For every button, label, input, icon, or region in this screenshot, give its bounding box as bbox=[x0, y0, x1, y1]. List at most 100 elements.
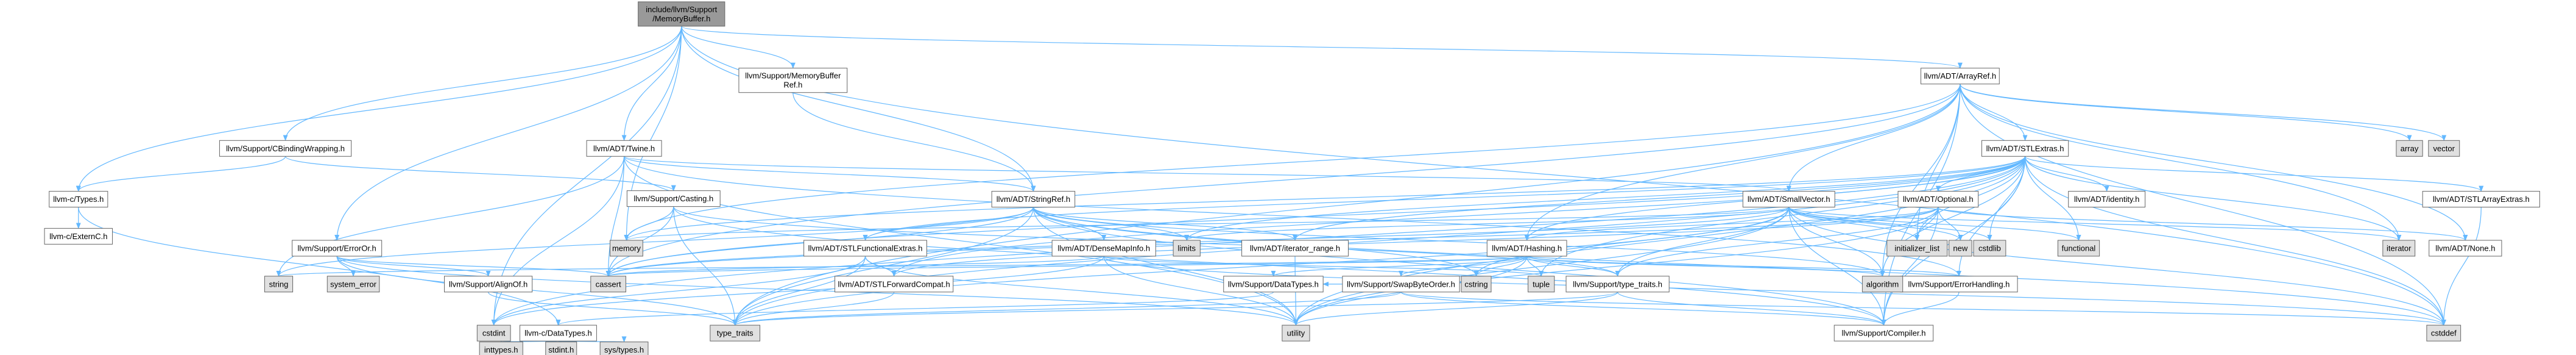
node-box bbox=[1886, 240, 1948, 257]
edge-stlextras-to-cstddef bbox=[2024, 156, 2446, 326]
node-smallvector[interactable]: llvm/ADT/SmallVector.h bbox=[1742, 191, 1835, 208]
node-stlfwd[interactable]: llvm/ADT/STLForwardCompat.h bbox=[835, 276, 954, 293]
node-errorhandling[interactable]: llvm/Support/ErrorHandling.h bbox=[1900, 276, 2018, 293]
node-cstddef[interactable]: cstddef bbox=[2426, 325, 2461, 342]
edge-smallvector-to-iterator bbox=[1788, 207, 2401, 241]
edge-erroror-to-utility bbox=[336, 256, 1299, 326]
node-datatypes[interactable]: llvm/Support/DataTypes.h bbox=[1223, 276, 1324, 293]
node-box bbox=[292, 240, 383, 257]
node-box bbox=[519, 325, 597, 342]
edge-smallvector-to-compiler bbox=[1788, 207, 1886, 326]
edge-cbinding-to-casting bbox=[284, 156, 676, 192]
node-cstdlib[interactable]: cstdlib bbox=[1973, 240, 2006, 257]
node-alignof[interactable]: llvm/Support/AlignOf.h bbox=[444, 276, 533, 293]
node-label: llvm-c/Types.h bbox=[53, 195, 104, 204]
node-densemapinfo[interactable]: llvm/ADT/DenseMapInfo.h bbox=[1051, 240, 1156, 257]
node-box bbox=[444, 276, 533, 293]
node-typetraits[interactable]: llvm/Support/type_traits.h bbox=[1565, 276, 1670, 293]
edge-optional-to-stlfwd bbox=[891, 207, 1939, 277]
node-box bbox=[1833, 325, 1934, 342]
edge-stlextras-to-memory bbox=[624, 156, 2026, 241]
node-erroror[interactable]: llvm/Support/ErrorOr.h bbox=[292, 240, 383, 257]
node-array[interactable]: array bbox=[2396, 140, 2423, 157]
node-cstring[interactable]: cstring bbox=[1461, 276, 1492, 293]
node-label: functional bbox=[2062, 243, 2096, 253]
edge-smallvector-to-functional bbox=[1788, 207, 2081, 241]
node-twine[interactable]: llvm/ADT/Twine.h bbox=[586, 140, 662, 157]
node-stdint[interactable]: stdint.h bbox=[545, 342, 577, 355]
node-memory[interactable]: memory bbox=[610, 240, 643, 257]
node-initlist[interactable]: initializer_list bbox=[1886, 240, 1948, 257]
edge-arrayref-to-smallvector bbox=[1786, 84, 1961, 192]
edge-optional-to-none bbox=[1938, 207, 2468, 241]
node-externc[interactable]: llvm-c/ExternC.h bbox=[44, 228, 113, 245]
node-algorithm[interactable]: algorithm bbox=[1861, 276, 1904, 293]
node-label: cstring bbox=[1464, 279, 1487, 289]
node-identity[interactable]: llvm/ADT/identity.h bbox=[2068, 191, 2146, 208]
edge-arrayref-to-type_traits bbox=[732, 84, 1961, 326]
node-systypes[interactable]: sys/types.h bbox=[599, 342, 649, 355]
node-tuple[interactable]: tuple bbox=[1528, 276, 1555, 293]
node-cstdint[interactable]: cstdint bbox=[476, 325, 511, 342]
node-label: llvm/ADT/StringRef.h bbox=[997, 195, 1070, 204]
node-stlfunc[interactable]: llvm/ADT/STLFunctionalExtras.h bbox=[803, 240, 927, 257]
node-box bbox=[835, 276, 954, 293]
node-system_error[interactable]: system_error bbox=[326, 276, 380, 293]
edge-twine-to-stringref bbox=[623, 156, 1036, 192]
edge-root-to-arrayref bbox=[681, 26, 1963, 69]
node-swapbyte[interactable]: llvm/Support/SwapByteOrder.h bbox=[1342, 276, 1460, 293]
node-compiler[interactable]: llvm/Support/Compiler.h bbox=[1833, 325, 1934, 342]
node-cdatatypes[interactable]: llvm-c/DataTypes.h bbox=[519, 325, 597, 342]
edge-typetraits-to-compiler bbox=[1617, 292, 1886, 326]
edge-arrayref-to-cstddef bbox=[1960, 84, 2446, 326]
node-box bbox=[1981, 140, 2069, 157]
node-stlextras[interactable]: llvm/ADT/STLExtras.h bbox=[1981, 140, 2069, 157]
node-iterrange[interactable]: llvm/ADT/iterator_range.h bbox=[1241, 240, 1349, 257]
node-cbinding[interactable]: llvm/Support/CBindingWrapping.h bbox=[219, 140, 352, 157]
node-box bbox=[1565, 276, 1670, 293]
node-root[interactable]: include/llvm/Support/MemoryBuffer.h bbox=[638, 1, 725, 27]
edge-arrayref-to-array bbox=[1960, 84, 2412, 142]
node-cassert[interactable]: cassert bbox=[590, 276, 626, 293]
edge-twine-to-smallvector bbox=[623, 156, 1791, 192]
node-label: inttypes.h bbox=[484, 345, 518, 354]
node-label: llvm/ADT/STLExtras.h bbox=[1986, 144, 2064, 153]
node-limits[interactable]: limits bbox=[1173, 240, 1201, 257]
node-string[interactable]: string bbox=[264, 276, 294, 293]
node-hashing[interactable]: llvm/ADT/Hashing.h bbox=[1486, 240, 1567, 257]
node-none[interactable]: llvm/ADT/None.h bbox=[2429, 240, 2502, 257]
edge-densemapinfo-to-cassert bbox=[606, 256, 1104, 277]
node-label: llvm/ADT/iterator_range.h bbox=[1250, 243, 1340, 253]
node-ctypes[interactable]: llvm-c/Types.h bbox=[49, 191, 108, 208]
edge-swapbyte-to-type_traits bbox=[733, 292, 1402, 326]
edge-densemapinfo-to-tuple bbox=[1103, 256, 1544, 277]
node-utility[interactable]: utility bbox=[1282, 325, 1310, 342]
edge-typetraits-to-type_traits bbox=[733, 292, 1618, 326]
edge-swapbyte-to-compiler bbox=[1400, 292, 1886, 326]
edge-stlextras-to-iterator bbox=[2024, 156, 2402, 241]
node-stringref[interactable]: llvm/ADT/StringRef.h bbox=[991, 191, 1076, 208]
node-functional[interactable]: functional bbox=[2057, 240, 2100, 257]
edge-smallvector-to-cstdlib bbox=[1788, 207, 1992, 241]
node-arrayref[interactable]: llvm/ADT/ArrayRef.h bbox=[1920, 68, 2000, 85]
node-vector[interactable]: vector bbox=[2428, 140, 2460, 157]
node-box bbox=[219, 140, 352, 157]
node-new[interactable]: new bbox=[1949, 240, 1972, 257]
node-label: llvm/ADT/SmallVector.h bbox=[1748, 195, 1830, 204]
node-box bbox=[1461, 276, 1492, 293]
edge-stlextras-to-stlfwd bbox=[891, 156, 2026, 277]
node-optional[interactable]: llvm/ADT/Optional.h bbox=[1897, 191, 1979, 208]
node-iterator[interactable]: iterator bbox=[2382, 240, 2416, 257]
node-box bbox=[1949, 240, 1972, 257]
edge-optional-to-new bbox=[1938, 207, 1963, 241]
edge-stringref-to-compiler bbox=[1032, 207, 1886, 326]
node-label: llvm/ADT/STLArrayExtras.h bbox=[2433, 195, 2530, 204]
node-stlarray[interactable]: llvm/ADT/STLArrayExtras.h bbox=[2422, 191, 2540, 208]
edge-hashing-to-string bbox=[277, 256, 1528, 277]
node-type_traits[interactable]: type_traits bbox=[710, 325, 761, 342]
node-inttypes[interactable]: inttypes.h bbox=[479, 342, 523, 355]
node-label: cstddef bbox=[2431, 329, 2457, 338]
node-casting[interactable]: llvm/Support/Casting.h bbox=[626, 190, 721, 207]
